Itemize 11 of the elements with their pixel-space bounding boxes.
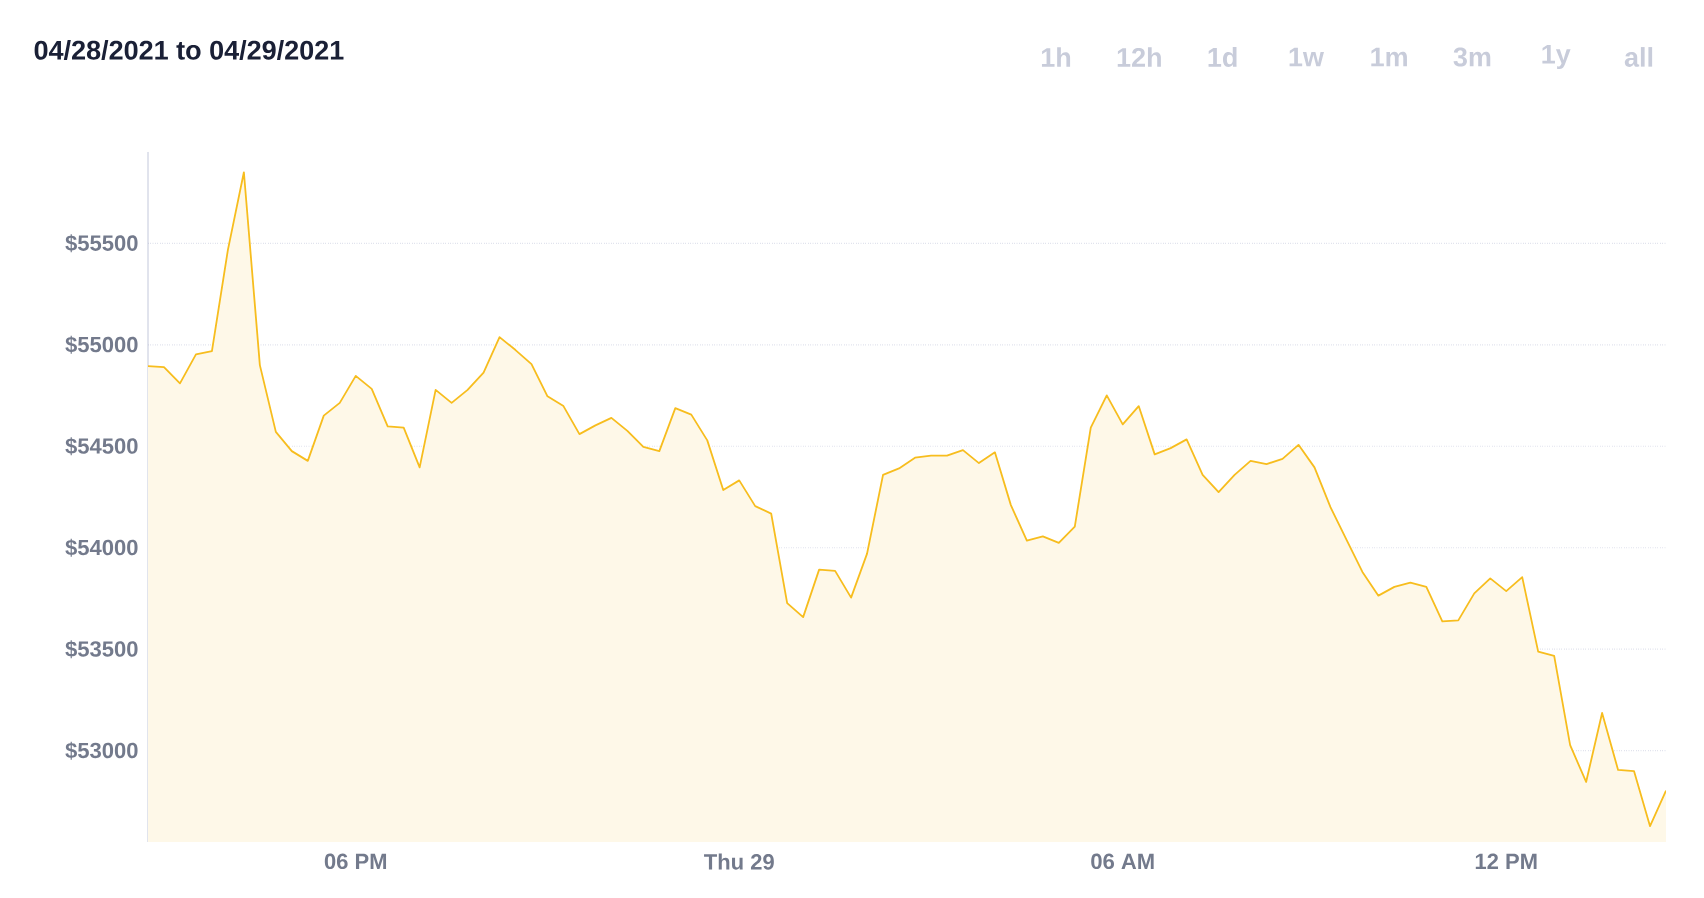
y-tick-label: $55500 bbox=[65, 234, 138, 253]
y-tick-label: $54500 bbox=[65, 437, 138, 456]
chart-title: 04/28/2021 to 04/29/2021 bbox=[34, 39, 344, 61]
y-tick-label: $55000 bbox=[65, 335, 138, 354]
y-tick-label: $53500 bbox=[65, 640, 138, 659]
y-tick-label: $54000 bbox=[65, 538, 138, 557]
y-tick-label: $53000 bbox=[65, 741, 138, 760]
x-tick-label: 12 PM bbox=[1475, 853, 1537, 869]
x-tick-label: Thu 29 bbox=[704, 853, 774, 870]
x-tick-label: 06 PM bbox=[324, 853, 387, 870]
x-tick-label: 06 AM bbox=[1091, 853, 1154, 870]
